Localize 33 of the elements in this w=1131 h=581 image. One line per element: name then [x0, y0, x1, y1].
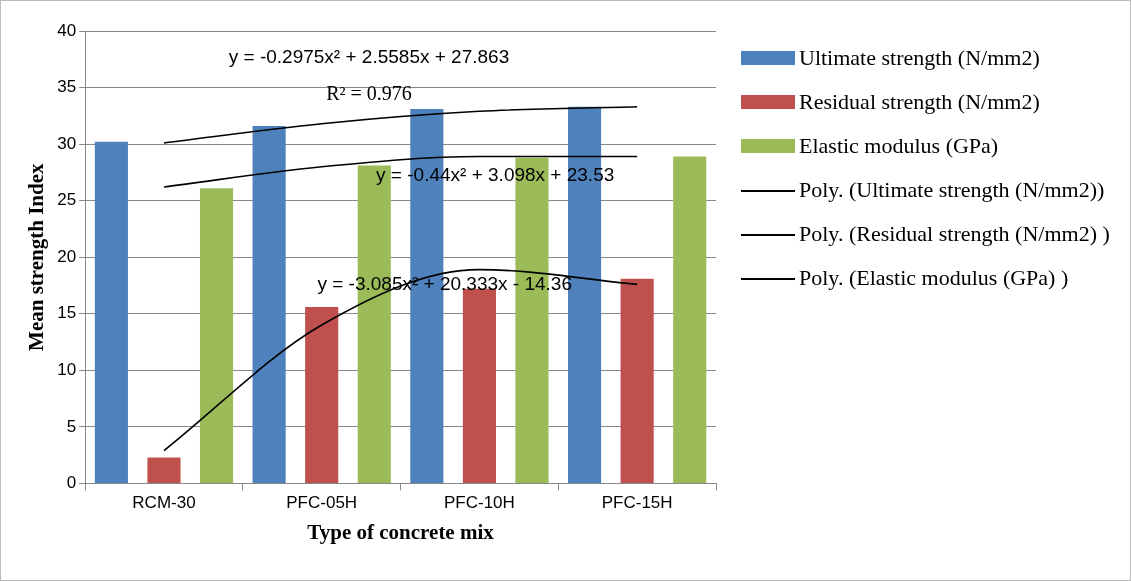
y-tick-label: 10 — [57, 359, 77, 379]
bar — [199, 188, 234, 483]
bar — [620, 278, 654, 483]
legend-label: Poly. (Elastic modulus (GPa) ) — [799, 264, 1069, 292]
legend-label: Residual strength (N/mm2) — [799, 88, 1040, 116]
x-tick-label: RCM-30 — [132, 493, 196, 513]
y-tick-label: 0 — [66, 473, 77, 493]
bar — [305, 306, 339, 483]
line-series — [163, 105, 638, 144]
legend-label: Ultimate strength (N/mm2) — [799, 44, 1040, 72]
x-axis-title: Type of concrete mix — [307, 519, 495, 544]
y-tick-label: 35 — [57, 77, 77, 97]
annotation: y = -0.2975x² + 2.5585x + 27.863 — [228, 46, 510, 68]
y-tick-label: 20 — [57, 246, 77, 266]
bar — [673, 156, 707, 483]
y-tick-label: 40 — [57, 20, 77, 40]
y-tick-label: 30 — [57, 133, 77, 153]
bar — [252, 126, 286, 483]
x-tick-label: PFC-05H — [286, 493, 358, 513]
bar — [147, 457, 181, 483]
y-tick-label: 5 — [66, 416, 77, 436]
x-tick-label: PFC-10H — [443, 493, 515, 513]
bar — [94, 141, 128, 483]
y-tick-label: 15 — [57, 303, 77, 323]
legend-label: Elastic modulus (GPa) — [799, 132, 999, 160]
annotation: R² = 0.976 — [326, 81, 412, 104]
line-series — [163, 268, 638, 452]
x-tick-label: PFC-15H — [601, 493, 673, 513]
y-tick-label: 25 — [57, 190, 77, 210]
y-axis-title: Mean strength Index — [24, 162, 49, 351]
legend-label: Poly. (Residual strength (N/mm2) ) — [799, 220, 1110, 248]
bar — [462, 288, 496, 483]
legend-label: Poly. (Ultimate strength (N/mm2)) — [799, 176, 1105, 204]
